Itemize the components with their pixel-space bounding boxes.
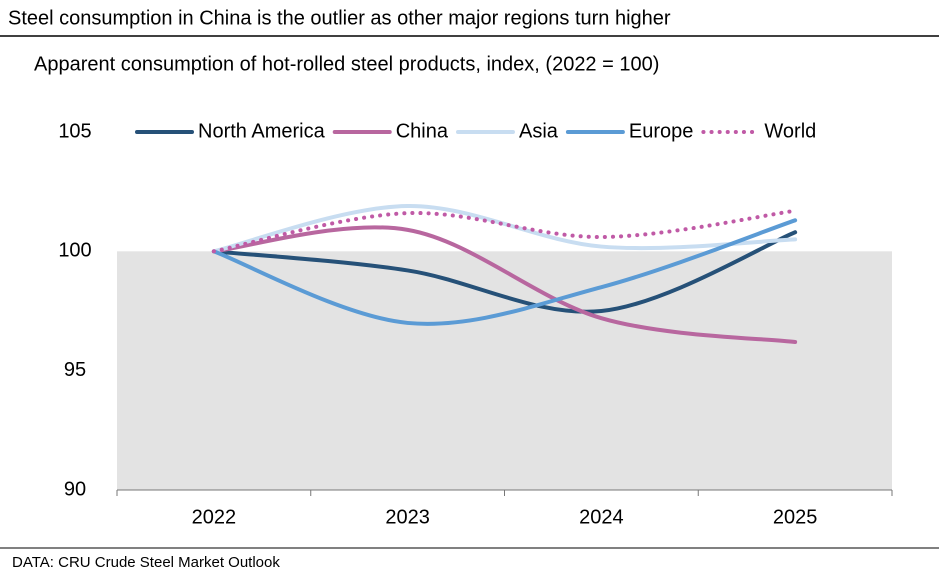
series-line [211, 203, 798, 254]
chart-subtitle: Apparent consumption of hot-rolled steel… [34, 53, 659, 75]
y-tick-label: 100 [58, 240, 91, 262]
chart-title: Steel consumption in China is the outlie… [8, 7, 671, 29]
series-line [211, 218, 798, 326]
series-line [211, 230, 798, 314]
x-tick-label: 2022 [192, 506, 237, 528]
x-tick-label: 2025 [773, 506, 818, 528]
x-tick-label: 2024 [579, 506, 624, 528]
y-tick-label: 105 [58, 120, 91, 142]
legend-label: China [396, 120, 449, 142]
legend-label: Asia [519, 120, 559, 142]
baseline-shade [117, 251, 892, 490]
y-tick-label: 90 [64, 478, 86, 500]
source-note: DATA: CRU Crude Steel Market Outlook [12, 554, 280, 571]
legend-label: Europe [629, 120, 694, 142]
y-tick-label: 95 [64, 359, 86, 381]
x-tick-label: 2023 [385, 506, 430, 528]
legend-label: World [764, 120, 816, 142]
plot-area: 90 95 100 105 2022 2023 2024 2025 North America C… [58, 120, 893, 528]
legend-label: North America [198, 120, 326, 142]
series-line [211, 225, 798, 345]
series-line [211, 208, 798, 254]
